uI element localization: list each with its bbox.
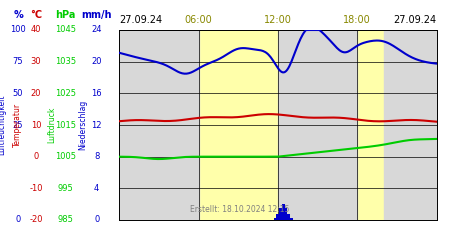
Text: 50: 50	[13, 89, 23, 98]
Text: 1035: 1035	[55, 57, 76, 66]
Text: 20: 20	[91, 57, 102, 66]
Text: 1005: 1005	[55, 152, 76, 161]
Text: Temperatur: Temperatur	[13, 103, 22, 147]
Bar	[284, 208, 288, 220]
Text: 16: 16	[91, 89, 102, 98]
Text: 8: 8	[94, 152, 99, 161]
Text: Niederschlag: Niederschlag	[78, 100, 87, 150]
Text: 27.09.24: 27.09.24	[393, 15, 436, 25]
Text: hPa: hPa	[55, 10, 76, 20]
Bar	[282, 204, 285, 220]
Bar	[279, 208, 282, 220]
Text: 25: 25	[13, 120, 23, 130]
Text: 100: 100	[10, 26, 26, 35]
Bar	[383, 30, 436, 220]
Bar	[278, 30, 357, 220]
Bar	[287, 214, 290, 220]
Bar	[289, 218, 293, 220]
Text: 4: 4	[94, 184, 99, 193]
Text: 40: 40	[31, 26, 41, 35]
Text: 1045: 1045	[55, 26, 76, 35]
Text: 75: 75	[13, 57, 23, 66]
Bar	[276, 214, 279, 220]
Bar	[119, 30, 198, 220]
Text: mm/h: mm/h	[81, 10, 112, 20]
Text: Luftfeuchtigkeit: Luftfeuchtigkeit	[0, 95, 7, 155]
Text: 12: 12	[91, 120, 102, 130]
Bar	[274, 218, 277, 220]
Text: Luftdruck: Luftdruck	[47, 107, 56, 143]
Text: 985: 985	[57, 216, 73, 224]
Text: 20: 20	[31, 89, 41, 98]
Text: 10: 10	[31, 120, 41, 130]
Text: 1015: 1015	[55, 120, 76, 130]
Text: -10: -10	[29, 184, 43, 193]
Text: 30: 30	[31, 57, 41, 66]
Bar	[357, 30, 383, 220]
Text: 0: 0	[33, 152, 39, 161]
Text: 1025: 1025	[55, 89, 76, 98]
Text: Erstellt: 18.10.2024 12:15: Erstellt: 18.10.2024 12:15	[190, 205, 289, 214]
Text: 0: 0	[15, 216, 21, 224]
Text: 995: 995	[58, 184, 73, 193]
Text: -20: -20	[29, 216, 43, 224]
Text: 0: 0	[94, 216, 99, 224]
Text: %: %	[13, 10, 23, 20]
Bar	[198, 30, 278, 220]
Text: 27.09.24: 27.09.24	[119, 15, 162, 25]
Text: 24: 24	[91, 26, 102, 35]
Text: °C: °C	[30, 10, 42, 20]
